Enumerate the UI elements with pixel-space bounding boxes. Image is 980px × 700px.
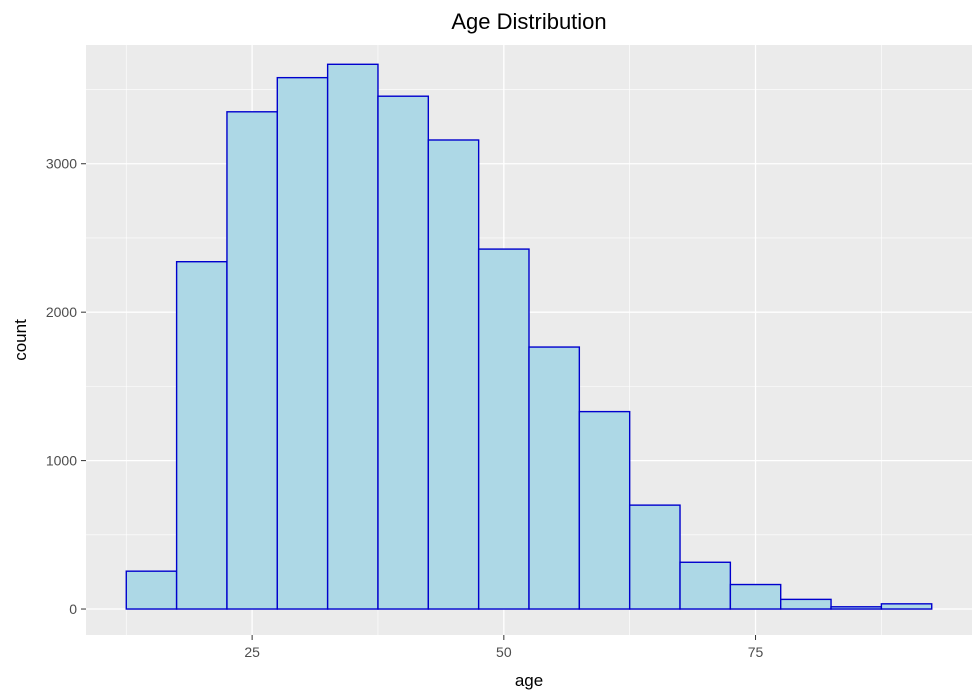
histogram-bar xyxy=(377,95,430,610)
y-tick-label: 1000 xyxy=(46,453,77,469)
histogram-bar xyxy=(578,410,631,610)
x-axis-title: age xyxy=(515,671,543,690)
histogram-bar xyxy=(226,111,278,610)
histogram-bar xyxy=(528,346,581,610)
histogram-bar xyxy=(880,603,933,610)
x-tick-label: 75 xyxy=(748,644,764,660)
histogram-bar xyxy=(780,598,832,610)
histogram-bar xyxy=(125,570,178,610)
x-tick-label: 25 xyxy=(244,644,260,660)
histogram-bar xyxy=(326,63,379,610)
x-tick-label: 50 xyxy=(496,644,512,660)
histogram-bar xyxy=(628,504,681,610)
y-tick-label: 0 xyxy=(69,601,77,617)
chart-title: Age Distribution xyxy=(451,9,606,34)
histogram-bar xyxy=(427,139,480,610)
histogram-bar xyxy=(830,606,883,610)
y-tick-label: 2000 xyxy=(46,304,77,320)
histogram-bar xyxy=(175,261,228,610)
axes: 25 50 75 0 1000 2000 3000 xyxy=(46,156,764,660)
histogram-bars xyxy=(125,63,933,610)
histogram-bar xyxy=(679,561,732,610)
histogram-bar xyxy=(729,583,782,610)
y-tick-label: 3000 xyxy=(46,156,77,172)
histogram-bar xyxy=(477,248,530,610)
histogram-bar xyxy=(276,76,329,610)
y-axis-title: count xyxy=(11,319,30,361)
